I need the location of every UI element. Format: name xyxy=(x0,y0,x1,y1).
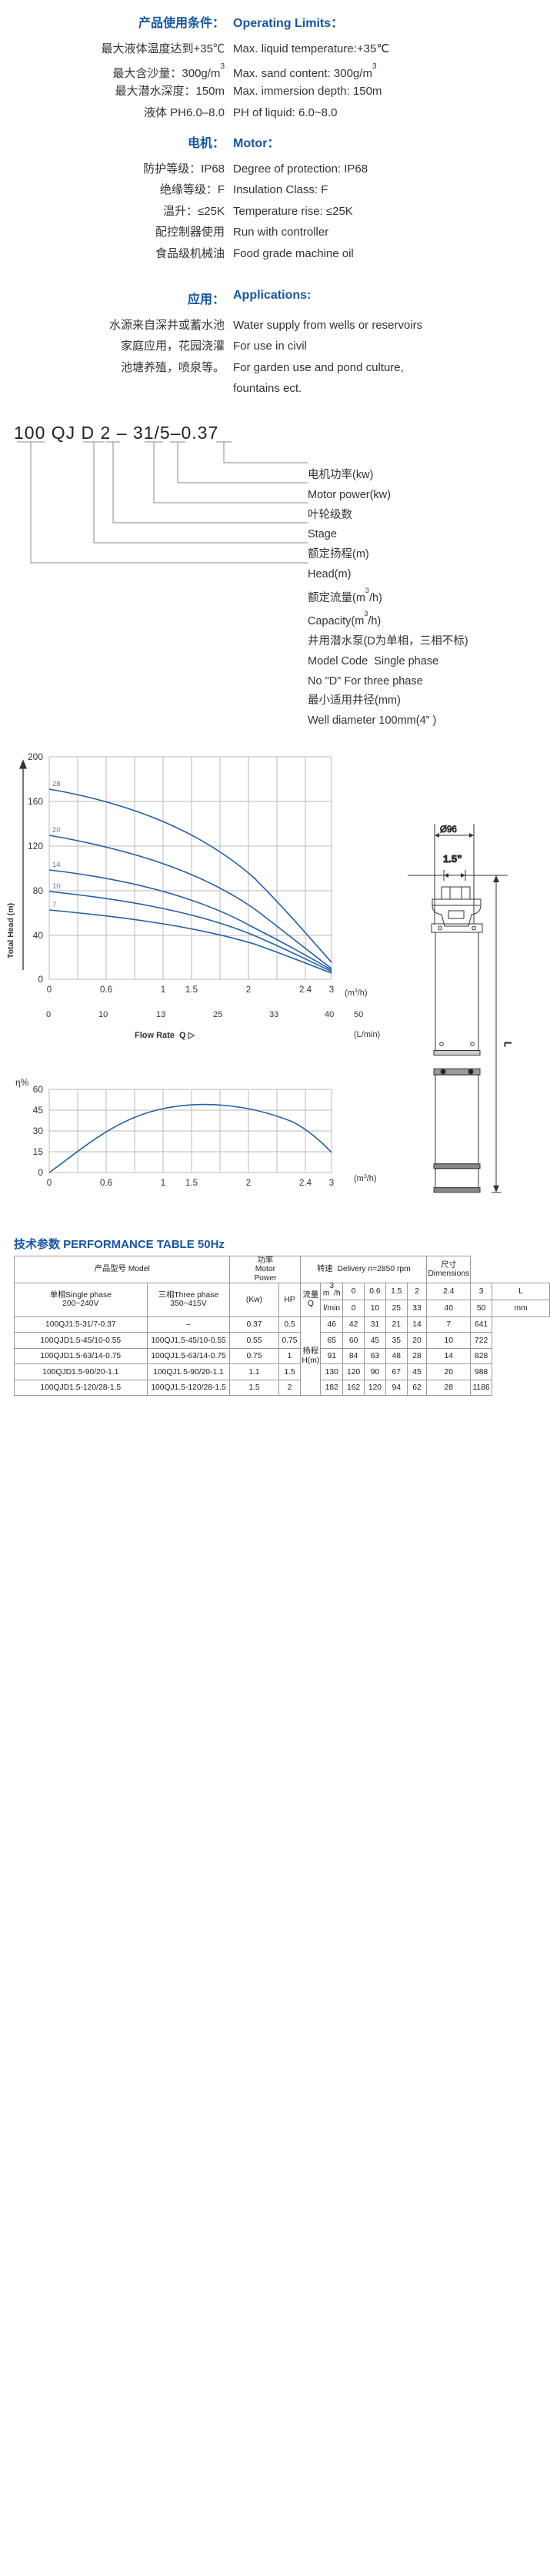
svg-text:L: L xyxy=(502,1042,513,1047)
svg-text:15: 15 xyxy=(33,1146,44,1157)
svg-text:Ø96: Ø96 xyxy=(440,825,457,835)
svg-text:60: 60 xyxy=(33,1084,44,1095)
svg-text:45: 45 xyxy=(33,1105,44,1116)
svg-text:3: 3 xyxy=(329,1179,334,1188)
svg-text:1.5”: 1.5” xyxy=(443,853,462,865)
svg-text:200: 200 xyxy=(28,751,43,762)
svg-text:28: 28 xyxy=(52,780,61,788)
svg-text:2: 2 xyxy=(246,1179,251,1188)
svg-text:2.4: 2.4 xyxy=(299,1179,312,1188)
svg-text:0.6: 0.6 xyxy=(100,1179,112,1188)
svg-text:1: 1 xyxy=(161,1179,165,1188)
svg-text:η%: η% xyxy=(15,1077,29,1088)
svg-text:0: 0 xyxy=(47,1179,52,1188)
svg-text:30: 30 xyxy=(33,1126,44,1136)
svg-text:1.5: 1.5 xyxy=(185,1179,198,1188)
svg-text:0: 0 xyxy=(38,1167,43,1178)
